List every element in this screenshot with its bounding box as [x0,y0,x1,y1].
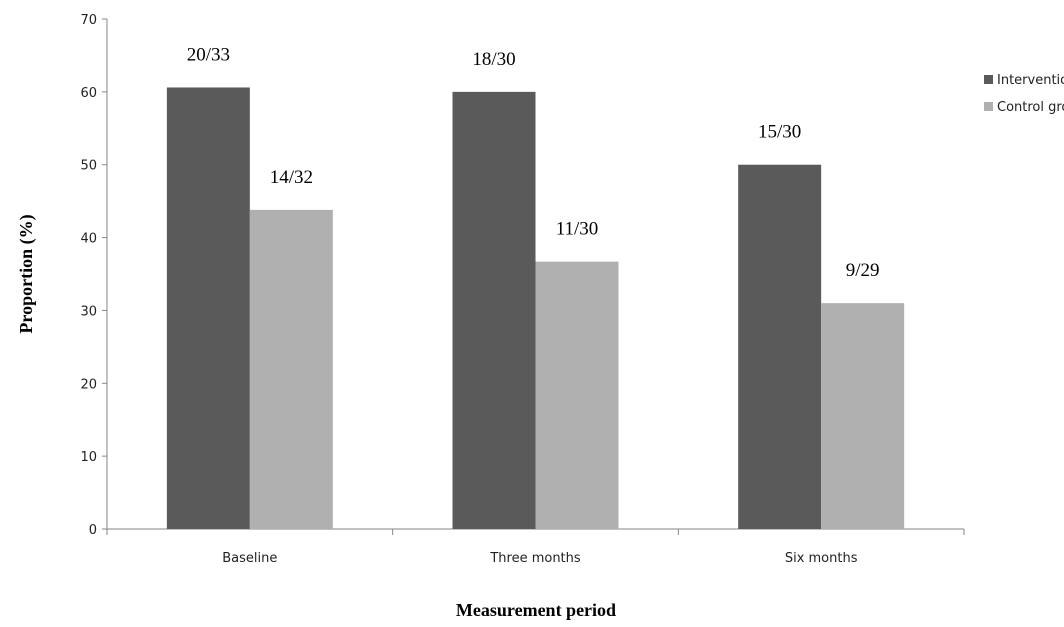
axes: 0 10 20 30 40 50 60 70 Baseline Three months Six m… [80,13,965,566]
data-label: 15/30 [758,122,801,143]
bar-control [535,261,619,529]
y-tick-label: 60 [80,86,97,101]
legend-swatch [984,75,993,84]
data-label: 20/33 [187,44,230,65]
y-tick-label: 20 [80,377,97,392]
legend: Intervention group Control group [984,73,1064,115]
bar-intervention [738,164,822,529]
y-tick-label: 40 [80,232,97,247]
bar-control [249,209,333,529]
data-label: 14/32 [270,167,313,188]
x-category-label: Baseline [222,551,277,566]
legend-label: Intervention group [997,73,1064,88]
data-label: 9/29 [846,260,880,281]
x-category-label: Three months [489,551,581,566]
bar-intervention [452,91,536,529]
legend-swatch [984,102,993,111]
x-category-label: Six months [785,551,858,566]
bars [166,87,905,529]
data-label: 11/30 [556,219,599,240]
bar-intervention [166,87,250,529]
y-axis-title: Proportion (%) [16,214,37,333]
data-label: 18/30 [472,49,515,70]
y-tick-label: 10 [80,450,97,465]
y-tick-label: 30 [80,304,97,319]
y-tick-label: 0 [89,523,97,538]
bar-control [821,303,905,529]
data-labels: 20/33 14/32 18/30 11/30 15/30 9/29 [187,44,880,281]
y-tick-label: 50 [80,159,97,174]
y-tick-label: 70 [80,13,97,28]
legend-label: Control group [997,100,1064,115]
x-axis-title: Measurement period [456,600,616,620]
